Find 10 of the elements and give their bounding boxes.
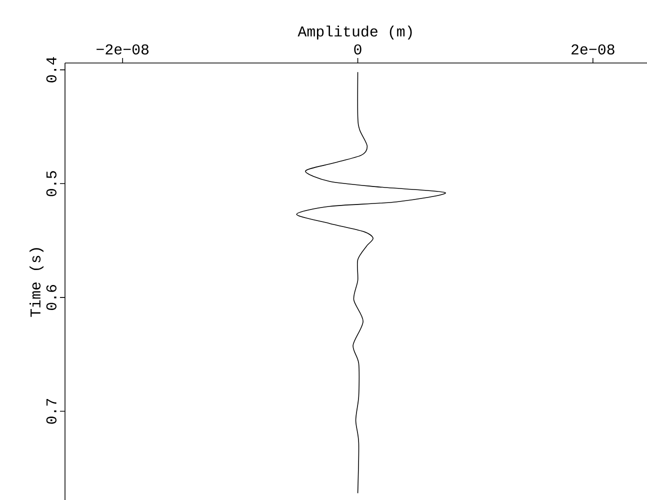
line-series	[296, 72, 446, 494]
x-axis-title: Amplitude (m)	[298, 26, 412, 40]
y-tick-label: 0.5	[46, 171, 56, 196]
y-tick-label: 0.6	[46, 284, 56, 310]
y-axis-title: Time (s)	[30, 248, 44, 317]
x-tick-label: 2e−08	[572, 44, 614, 54]
x-tick-label: −2e−08	[96, 44, 149, 54]
x-tick-label: 0	[354, 44, 362, 54]
y-tick-label: 0.7	[46, 398, 56, 424]
y-tick-label: 0.4	[46, 57, 56, 82]
